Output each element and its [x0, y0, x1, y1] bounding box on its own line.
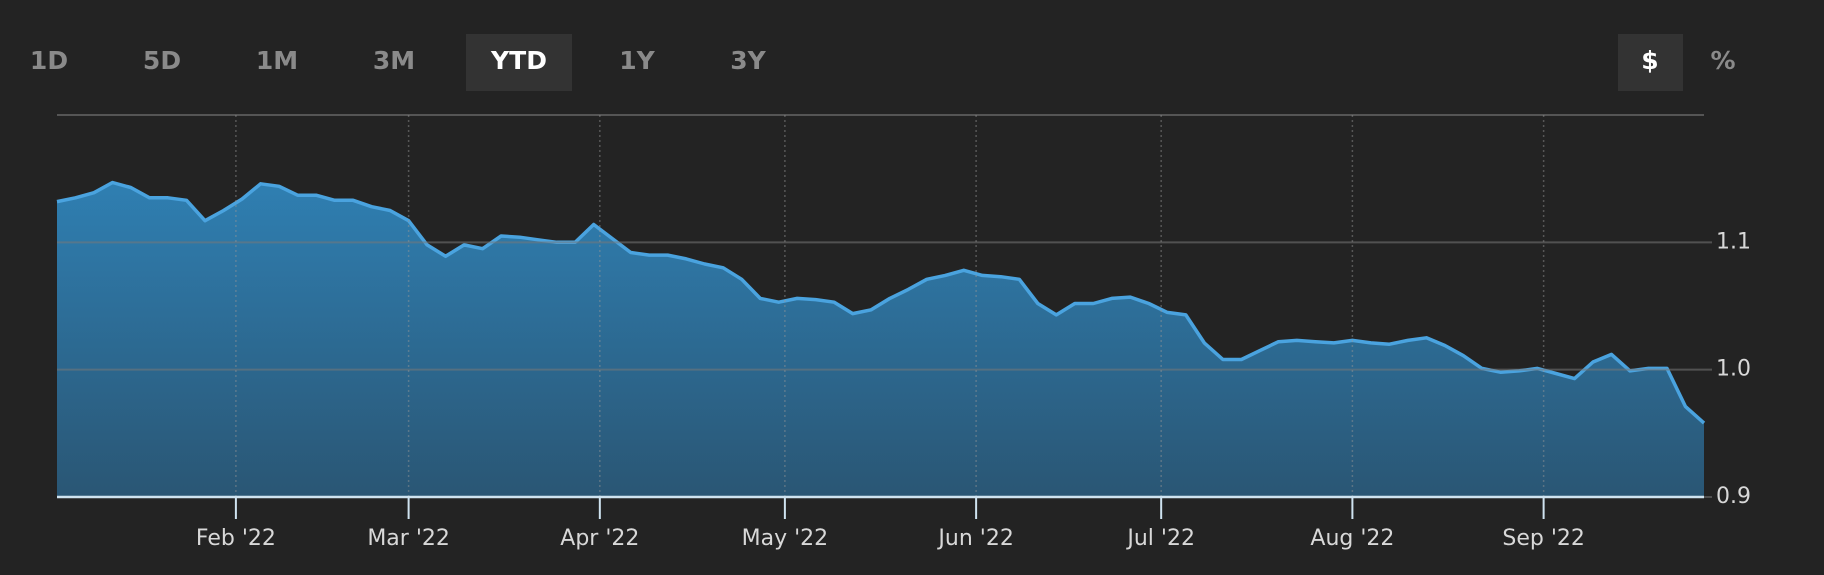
x-tick-label: Feb '22 [196, 526, 276, 551]
x-tick-label: Aug '22 [1310, 526, 1394, 551]
range-button[interactable]: 3M [373, 46, 415, 75]
range-button[interactable]: 1D [30, 46, 68, 75]
y-tick-label: 0.9 [1716, 484, 1751, 509]
range-button[interactable]: 1Y [619, 46, 655, 75]
unit-button-bg [1618, 34, 1683, 91]
range-button-bg [466, 34, 572, 91]
range-button[interactable]: 1M [256, 46, 298, 75]
x-tick-label: Mar '22 [367, 526, 450, 551]
area-line [56, 180, 1706, 425]
range-button[interactable]: 5D [143, 46, 181, 75]
x-tick-label: Jun '22 [936, 526, 1013, 551]
range-button[interactable]: 3Y [730, 46, 766, 75]
x-tick-label: Sep '22 [1502, 526, 1585, 551]
y-tick-label: 1.1 [1716, 229, 1751, 254]
unit-button[interactable]: % [1710, 46, 1735, 75]
x-tick-label: Apr '22 [560, 526, 639, 551]
range-button[interactable]: YTD [490, 46, 547, 75]
area-fill [57, 182, 1704, 497]
y-tick-label: 1.0 [1716, 357, 1751, 382]
x-tick-label: May '22 [742, 526, 829, 551]
x-tick-label: Jul '22 [1125, 526, 1195, 551]
unit-button[interactable]: $ [1641, 46, 1658, 75]
